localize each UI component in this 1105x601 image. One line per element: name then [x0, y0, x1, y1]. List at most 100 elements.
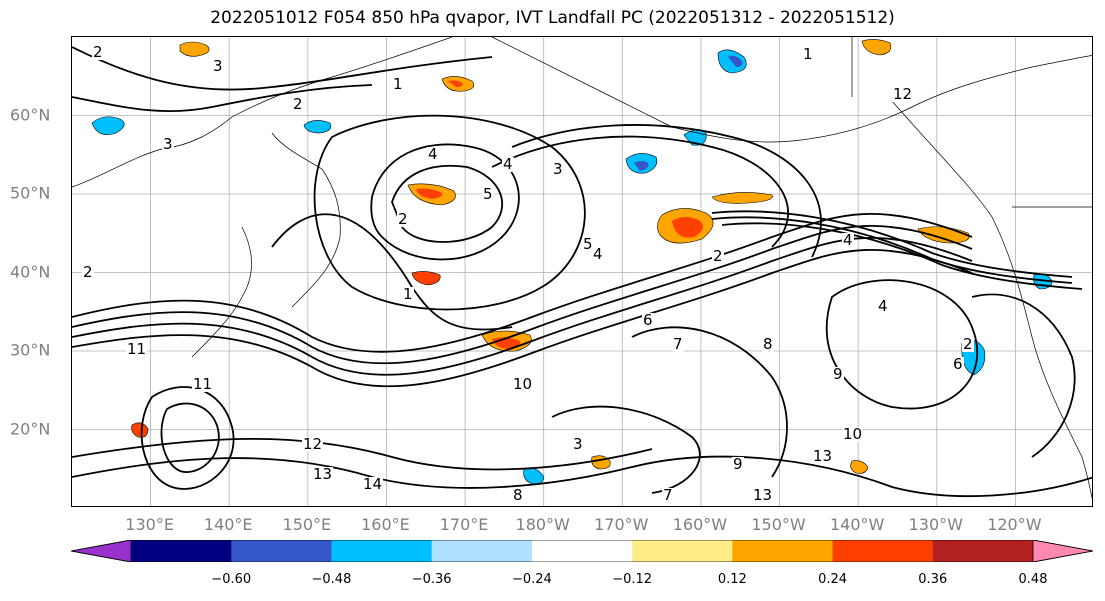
coastline-japan [191, 226, 252, 358]
contour-label: 14 [362, 475, 384, 493]
longitude-label: 130°W [908, 515, 963, 534]
anomaly-patch [91, 116, 125, 135]
contour-label: 6 [952, 355, 964, 373]
contour-line [721, 222, 1083, 290]
colorbar-tick-label: −0.60 [211, 572, 252, 587]
contour-line [551, 405, 701, 494]
longitude-label: 170°W [594, 515, 649, 534]
longitude-label: 120°W [987, 515, 1042, 534]
contour-line [72, 437, 653, 471]
anomaly-patch [711, 192, 773, 204]
contour-label: 13 [812, 447, 834, 465]
contour-label: 4 [427, 145, 439, 163]
contour-label: 7 [672, 335, 684, 353]
contour-label: 13 [752, 486, 774, 504]
contour-label: 9 [732, 455, 744, 473]
contour-label: 2 [962, 335, 974, 353]
contour-label: 7 [662, 486, 674, 504]
contour-label: 3 [212, 57, 224, 75]
contour-line [631, 326, 788, 478]
contour-label: 2 [397, 210, 409, 228]
contour-label: 13 [312, 465, 334, 483]
contour-label: 3 [162, 135, 174, 153]
contour-label: 1 [402, 285, 414, 303]
colorbar [71, 540, 1093, 562]
contour-label: 6 [642, 311, 654, 329]
anomaly-patch [523, 467, 545, 485]
contour-label: 12 [302, 435, 324, 453]
contour-line [72, 249, 973, 388]
anomaly-patch [303, 120, 332, 134]
anomaly-patch [728, 55, 743, 67]
anomaly-patch [850, 460, 869, 474]
latitude-label: 30°N [10, 340, 51, 360]
contour-label: 4 [842, 231, 854, 249]
longitude-label: 140°W [829, 515, 885, 534]
contour-label: 4 [592, 245, 604, 263]
contour-line [72, 46, 493, 91]
colorbar-tick-label: −0.36 [411, 572, 452, 587]
anomaly-patch [917, 226, 970, 244]
colorbar-tick-label: 0.12 [717, 572, 747, 587]
anomaly-patch [634, 161, 649, 171]
contour-label: 4 [877, 297, 889, 315]
colorbar-tick-label: −0.48 [311, 572, 352, 587]
graticule [72, 37, 1092, 506]
longitude-label: 180°W [515, 515, 570, 534]
contour-line [391, 164, 503, 243]
anomaly-patch [861, 39, 892, 56]
colorbar-extend-max [1032, 540, 1093, 562]
coastline-kamchatka [271, 132, 341, 308]
contour-label: 5 [482, 185, 494, 203]
contour-label: 9 [832, 365, 844, 383]
map-panel: 2 3 1 2 3 4 5 2 3 4 5 4 2 4 1 6 7 8 9 10 11 11 12 13 14 8 9 13 6 4 2 13… [71, 36, 1093, 507]
latitude-label: 40°N [10, 262, 51, 281]
longitude-label: 170°E [439, 515, 489, 534]
contour-label: 12 [892, 85, 914, 103]
contour-line [313, 114, 586, 311]
longitude-label: 150°W [751, 515, 806, 534]
coastlines [72, 37, 1092, 500]
coastline-na-west [891, 100, 1092, 500]
longitude-label: 150°E [282, 515, 332, 534]
colorbar-tick-label: −0.24 [511, 572, 552, 587]
contour-line [72, 213, 973, 353]
contour-label: 3 [572, 435, 584, 453]
colorbar-segment [431, 540, 533, 562]
contour-line [72, 237, 973, 376]
contour-line [72, 455, 1092, 498]
anomaly-patch [411, 271, 441, 286]
map-title: 2022051012 F054 850 hPa qvapor, IVT Land… [210, 8, 895, 28]
anomaly-patch [179, 41, 210, 57]
colorbar-segment [331, 540, 433, 562]
longitude-label: 160°W [672, 515, 728, 534]
contour-line [72, 84, 373, 112]
colorbar-segment [231, 540, 332, 562]
contour-line [370, 143, 520, 261]
colorbar-tick-label: 0.24 [818, 572, 848, 587]
contour-label: 8 [762, 335, 774, 353]
anomaly-patch [416, 188, 443, 199]
colorbar-extend-min [71, 540, 132, 562]
contour-label: 2 [292, 95, 304, 113]
colorbar-segment [732, 540, 834, 562]
latitude-label: 20°N [10, 419, 51, 438]
ivt-contours [72, 46, 1092, 498]
contour-label: 2 [82, 263, 94, 281]
contour-line [971, 293, 1076, 458]
colorbar-tick-label: −0.12 [612, 572, 653, 587]
anomaly-patch [448, 80, 463, 87]
coastline-alaska [491, 37, 1092, 143]
contour-label: 1 [802, 45, 814, 63]
contour-line [711, 210, 1073, 278]
contour-line [711, 216, 1073, 284]
contour-line [271, 213, 513, 331]
contour-label: 5 [582, 235, 594, 253]
contour-label: 3 [552, 160, 564, 178]
latitude-label: 50°N [10, 183, 51, 203]
contour-label: 1 [392, 75, 404, 93]
colorbar-segment [932, 540, 1034, 562]
anomaly-patch [131, 422, 149, 438]
latitude-label: 60°N [10, 105, 51, 124]
coastline-asia [72, 37, 453, 188]
